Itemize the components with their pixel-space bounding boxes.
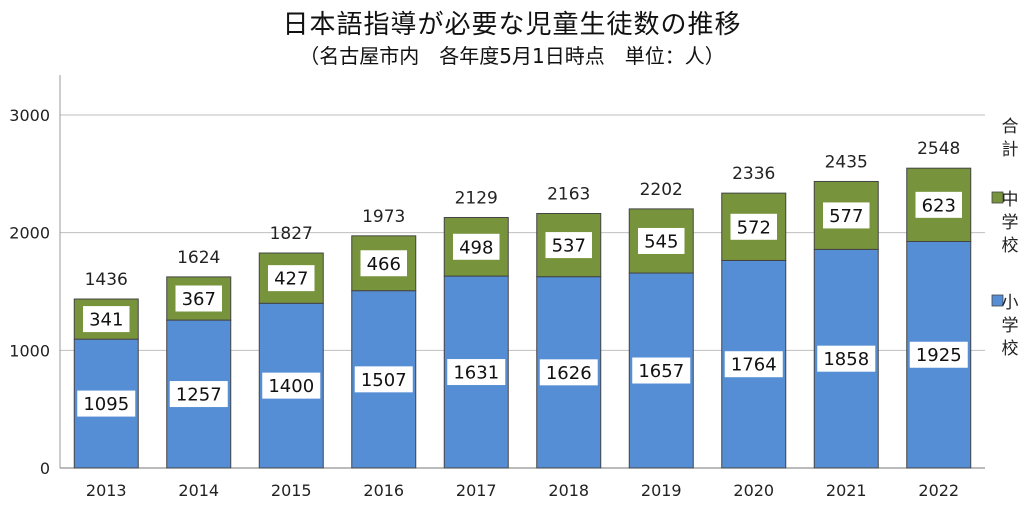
data-label: 1925 [916,345,962,366]
data-label: 572 [737,217,771,238]
data-label-box [730,213,777,240]
data-label-box [268,265,315,292]
y-tick-label: 1000 [9,341,50,360]
data-label-box [817,345,876,372]
legend-label-char: 学 [1002,213,1019,233]
data-label: 537 [552,236,586,257]
data-label-box [262,372,321,399]
total-label: 1436 [85,270,128,290]
data-label-box [638,227,685,254]
data-label: 623 [922,195,956,216]
y-tick-label: 2000 [9,224,50,243]
data-label: 341 [89,310,123,331]
x-tick-label: 2022 [918,481,959,500]
legend-label-char: 校 [1002,339,1019,359]
total-label: 2163 [547,184,590,204]
data-label-box [453,233,500,260]
x-tick-label: 2014 [178,481,219,500]
legend-label-char: 中 [1002,190,1019,210]
data-label-box [354,366,413,393]
legend-label-char: 学 [1002,316,1019,336]
data-label: 1257 [176,385,222,406]
data-label-box [545,232,592,259]
data-label-box [724,351,783,378]
data-label: 1400 [268,376,314,397]
data-label: 1095 [83,394,129,415]
chart-title: 日本語指導が必要な児童生徒数の推移 [282,10,742,40]
data-label-box [823,202,870,229]
x-tick-label: 2013 [86,481,127,500]
data-label-box [77,390,136,417]
data-label: 1764 [731,355,777,376]
total-label: 1624 [177,248,220,268]
legend-swatch [991,191,1004,204]
total-label: 2202 [640,180,683,200]
x-tick-label: 2017 [456,481,497,500]
data-label: 1507 [361,370,407,391]
total-label: 1827 [270,224,313,244]
data-label-box [447,359,506,386]
data-label: 498 [459,237,493,258]
data-label: 545 [644,231,678,252]
data-label-box [83,306,130,333]
data-label: 1626 [546,363,592,384]
legend-swatch [991,294,1004,307]
data-label: 1657 [638,361,684,382]
total-label: 1973 [362,207,405,227]
data-label-box [632,357,691,384]
total-label: 2435 [825,152,868,172]
legend-label-char: 合 [1002,117,1019,137]
y-tick-label: 0 [40,459,50,478]
y-tick-label: 3000 [9,106,50,125]
data-label-box [915,191,962,218]
x-tick-label: 2016 [363,481,404,500]
data-label: 1631 [453,363,499,384]
data-label-box [169,381,228,408]
data-label-box [909,341,968,368]
data-label-box [539,359,598,386]
x-tick-label: 2020 [733,481,774,500]
x-tick-label: 2019 [641,481,682,500]
data-label-box [175,285,222,312]
data-label-box [360,250,407,277]
data-label: 577 [829,206,863,227]
legend-label-char: 小 [1002,293,1019,313]
data-label: 1858 [823,349,869,370]
data-label: 427 [274,269,308,290]
total-label: 2548 [917,139,960,159]
x-tick-label: 2021 [826,481,867,500]
total-label: 2129 [455,188,498,208]
chart-subtitle: （名古屋市内 各年度5月1日時点 単位：人） [299,44,725,68]
x-tick-label: 2018 [548,481,589,500]
legend-label-char: 校 [1002,236,1019,256]
legend-label-char: 計 [1002,140,1019,160]
total-label: 2336 [732,164,775,184]
x-tick-label: 2015 [271,481,312,500]
data-label: 367 [182,289,216,310]
data-label: 466 [367,254,401,275]
